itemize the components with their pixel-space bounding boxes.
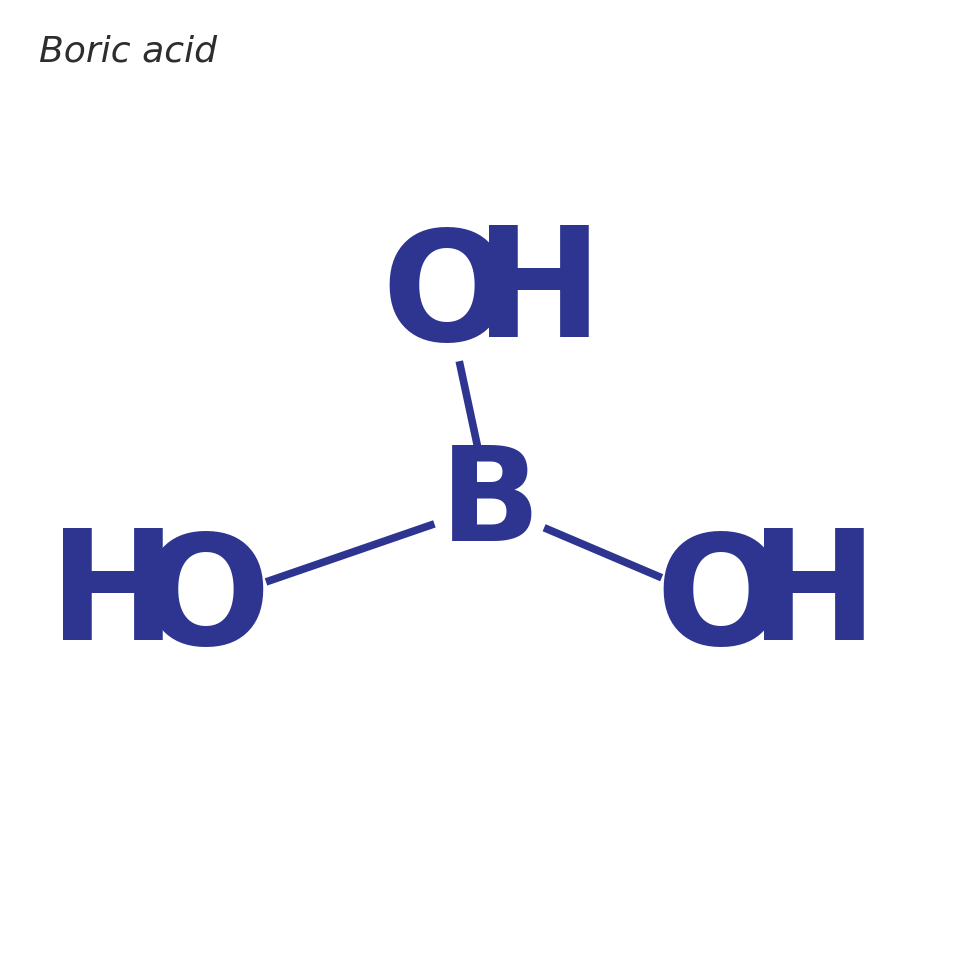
Text: O: O — [656, 528, 785, 677]
Text: H: H — [49, 523, 176, 672]
Text: H: H — [475, 220, 603, 368]
Text: O: O — [381, 224, 511, 373]
Text: B: B — [440, 441, 540, 568]
Text: Boric acid: Boric acid — [39, 34, 218, 69]
Text: O: O — [141, 528, 270, 677]
Text: H: H — [750, 523, 877, 672]
